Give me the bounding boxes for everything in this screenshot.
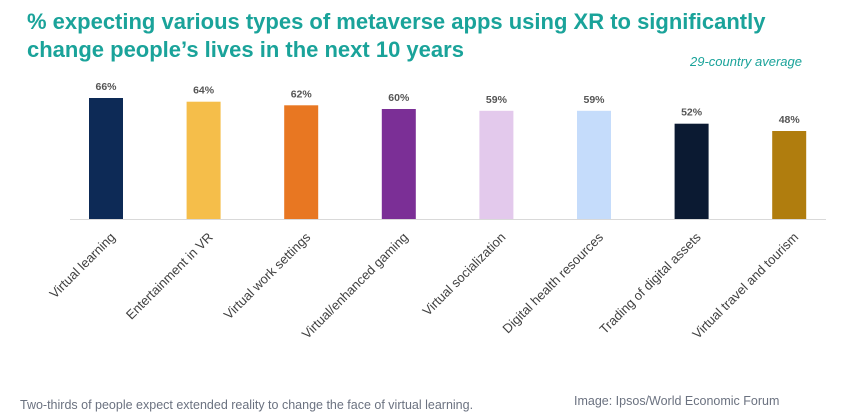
category-label-5: Digital health resources — [499, 229, 606, 336]
value-label-1: 64% — [193, 85, 215, 97]
value-label-7: 48% — [779, 114, 801, 126]
image-credit: Image: Ipsos/World Economic Forum — [574, 394, 780, 408]
bar-1 — [186, 101, 221, 219]
chart-title: % expecting various types of metaverse a… — [27, 9, 766, 62]
bar-4 — [479, 110, 514, 219]
category-label-2: Virtual work settings — [221, 229, 314, 322]
value-label-2: 62% — [291, 88, 313, 100]
category-label-7: Virtual travel and tourism — [689, 230, 801, 342]
value-label-0: 66% — [95, 81, 117, 93]
category-label-6: Trading of digital assets — [596, 229, 704, 337]
category-label-4: Virtual socialization — [419, 230, 508, 319]
image-caption: Two-thirds of people expect extended rea… — [20, 398, 474, 412]
value-label-4: 59% — [486, 94, 508, 106]
bar-2 — [284, 105, 319, 219]
bar-6 — [674, 123, 709, 219]
bar-7 — [772, 131, 807, 219]
category-label-0: Virtual learning — [46, 230, 118, 302]
category-label-3: Virtual/enhanced gaming — [299, 230, 411, 342]
value-label-5: 59% — [583, 94, 605, 106]
bar-5 — [577, 110, 611, 219]
value-label-6: 52% — [681, 107, 703, 119]
chart-subtitle: 29-country average — [689, 54, 802, 69]
category-label-1: Entertainment in VR — [123, 230, 216, 323]
bar-0 — [89, 98, 123, 219]
bar-3 — [381, 109, 416, 219]
value-label-3: 60% — [388, 92, 410, 104]
